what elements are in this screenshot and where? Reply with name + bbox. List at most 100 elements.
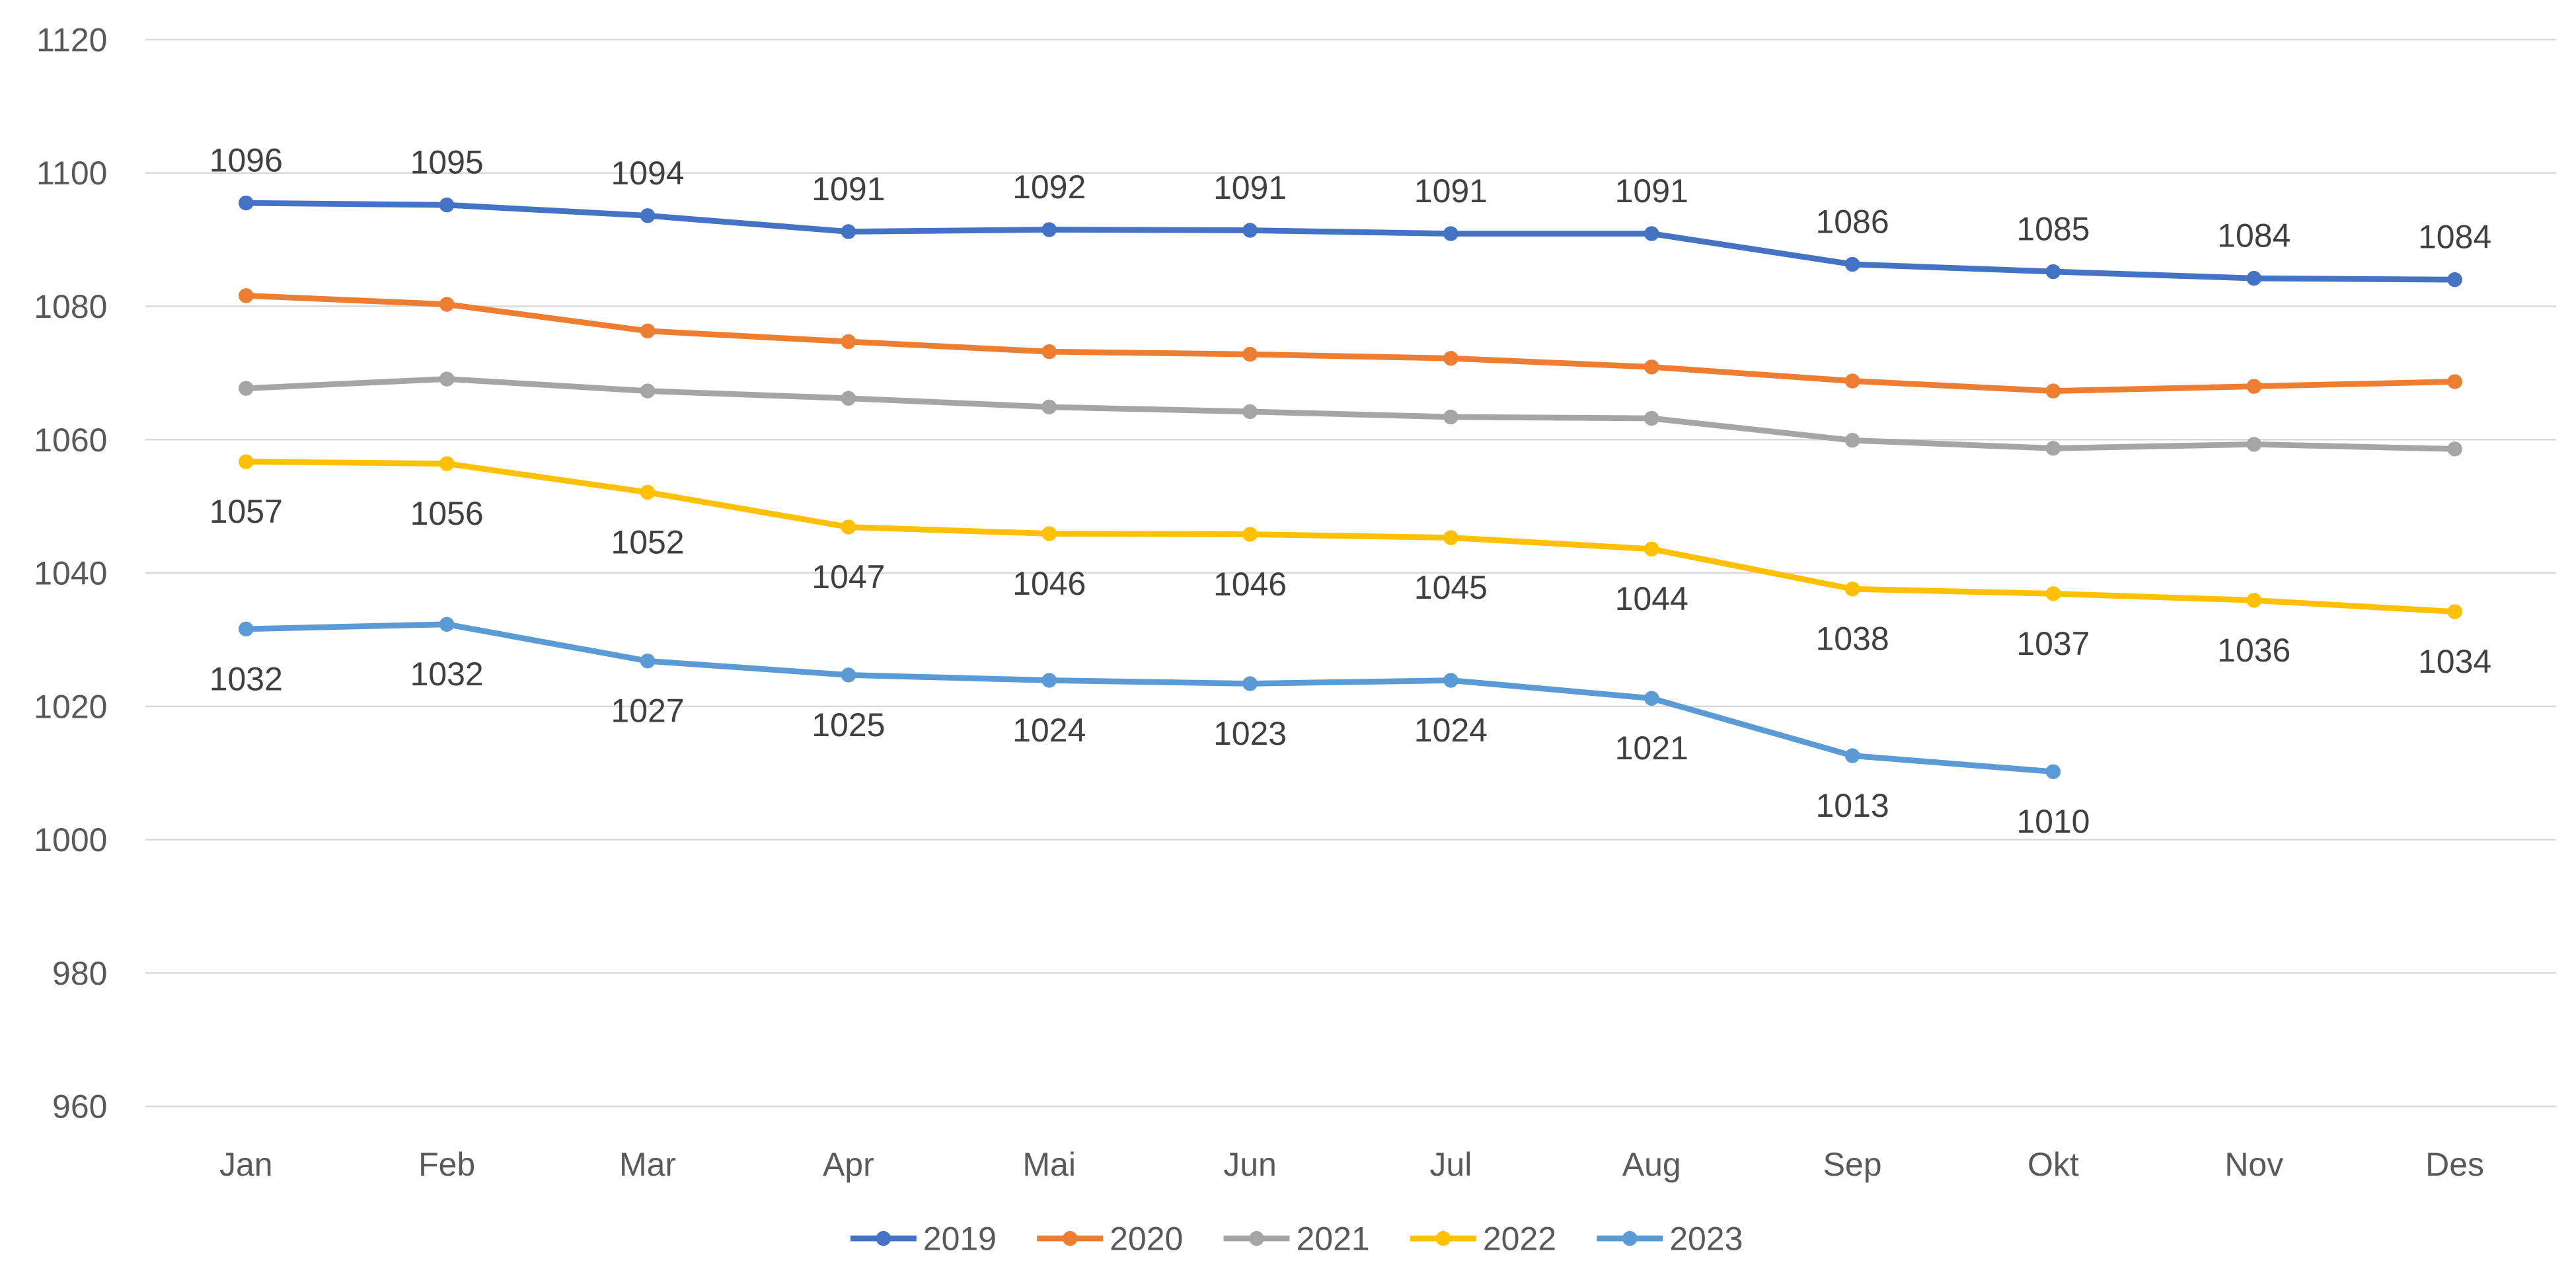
y-axis: 960 980 1000 1020 1040 1060 1080 1100 1120 bbox=[34, 21, 107, 1125]
data-point-2019 bbox=[2447, 272, 2462, 287]
legend-label: 2022 bbox=[1483, 1221, 1556, 1258]
data-label-2023: 1025 bbox=[812, 706, 885, 743]
x-tick-label: Mar bbox=[619, 1146, 676, 1183]
x-tick-label: Jan bbox=[219, 1146, 273, 1183]
data-point-2021 bbox=[1844, 433, 1860, 448]
data-label-2023: 1013 bbox=[1815, 787, 1889, 824]
data-point-2019 bbox=[1042, 222, 1057, 237]
data-label-2022: 1046 bbox=[1012, 565, 1086, 602]
data-point-2023 bbox=[439, 617, 455, 632]
series-line-2022 bbox=[246, 459, 2455, 615]
y-tick-label: 1060 bbox=[34, 422, 107, 459]
data-label-2023: 1032 bbox=[410, 656, 484, 693]
legend-label: 2021 bbox=[1296, 1221, 1369, 1258]
y-tick-label: 1000 bbox=[34, 821, 107, 858]
data-label-2019: 1086 bbox=[1815, 203, 1889, 240]
y-tick-label: 980 bbox=[52, 955, 107, 992]
data-point-2021 bbox=[640, 383, 656, 398]
data-point-2019 bbox=[1844, 256, 1860, 272]
data-point-2019 bbox=[1242, 223, 1258, 238]
data-label-2022: 1036 bbox=[2217, 632, 2291, 669]
data-label-2019: 1091 bbox=[1414, 172, 1488, 209]
y-tick-label: 1100 bbox=[36, 155, 107, 192]
y-tick-label: 1120 bbox=[36, 21, 107, 58]
data-point-2021 bbox=[1443, 409, 1458, 425]
data-point-2019 bbox=[439, 197, 455, 213]
x-tick-label: Feb bbox=[418, 1146, 475, 1183]
data-point-2019 bbox=[2045, 264, 2061, 280]
legend-marker-2021 bbox=[1249, 1231, 1264, 1246]
data-label-2019: 1084 bbox=[2217, 217, 2291, 254]
x-tick-label: Des bbox=[2425, 1146, 2484, 1183]
data-point-2020 bbox=[2246, 379, 2261, 394]
data-label-2022: 1046 bbox=[1213, 566, 1287, 603]
data-point-2021 bbox=[841, 391, 856, 406]
data-point-2021 bbox=[1644, 410, 1659, 426]
data-label-2019: 1085 bbox=[2016, 211, 2090, 248]
x-tick-label: Mai bbox=[1022, 1146, 1076, 1183]
legend-label: 2023 bbox=[1669, 1221, 1743, 1258]
gridlines bbox=[145, 38, 2557, 1108]
data-point-2022 bbox=[1042, 526, 1057, 541]
x-tick-label: Jun bbox=[1223, 1146, 1277, 1183]
data-point-2021 bbox=[1042, 399, 1057, 415]
data-point-2020 bbox=[2447, 374, 2462, 389]
data-label-2023: 1024 bbox=[1414, 712, 1488, 749]
data-point-2023 bbox=[640, 653, 656, 669]
data-point-2022 bbox=[2246, 593, 2261, 608]
data-label-2022: 1047 bbox=[812, 558, 885, 595]
data-label-2019: 1091 bbox=[812, 170, 885, 208]
data-point-2023 bbox=[2045, 764, 2061, 779]
data-label-2022: 1037 bbox=[2016, 625, 2090, 662]
data-point-2022 bbox=[640, 484, 656, 500]
legend-marker-2022 bbox=[1435, 1231, 1451, 1246]
data-label-2019: 1092 bbox=[1012, 169, 1086, 206]
data-label-2022: 1044 bbox=[1615, 580, 1688, 617]
data-label-2019: 1096 bbox=[209, 142, 283, 179]
data-point-2022 bbox=[2045, 586, 2061, 601]
data-point-2020 bbox=[2045, 383, 2061, 398]
data-label-2023: 1027 bbox=[611, 693, 684, 730]
data-label-2019: 1095 bbox=[410, 144, 484, 181]
series-line-2023 bbox=[246, 621, 2054, 775]
y-tick-label: 1040 bbox=[34, 555, 107, 592]
data-label-2023: 1021 bbox=[1615, 730, 1688, 767]
y-tick-label: 1080 bbox=[34, 288, 107, 325]
data-point-2019 bbox=[2246, 270, 2261, 286]
data-point-2019 bbox=[1644, 226, 1659, 241]
data-point-2019 bbox=[239, 195, 254, 211]
data-point-2020 bbox=[640, 323, 656, 339]
data-label-2023: 1024 bbox=[1012, 712, 1086, 749]
data-label-2022: 1056 bbox=[410, 495, 484, 532]
legend-label: 2019 bbox=[923, 1221, 997, 1258]
legend: 2019 2020 2021 2022 2023 bbox=[850, 1221, 1743, 1258]
series-line-2019 bbox=[246, 200, 2455, 283]
x-axis: Jan Feb Mar Apr Mai Jun Jul Aug Sep Okt Nov Des bbox=[219, 1146, 2484, 1183]
x-tick-label: Apr bbox=[823, 1146, 874, 1183]
data-point-2023 bbox=[1443, 673, 1458, 688]
data-point-2020 bbox=[1242, 346, 1258, 362]
data-point-2021 bbox=[2045, 441, 2061, 456]
data-point-2022 bbox=[1644, 541, 1659, 556]
x-tick-label: Sep bbox=[1823, 1146, 1882, 1183]
x-tick-label: Aug bbox=[1622, 1146, 1681, 1183]
data-point-2023 bbox=[1844, 748, 1860, 763]
data-label-2023: 1032 bbox=[209, 660, 283, 697]
data-label-2022: 1057 bbox=[209, 493, 283, 530]
x-tick-label: Okt bbox=[2027, 1146, 2079, 1183]
data-point-2020 bbox=[239, 288, 254, 303]
data-point-2021 bbox=[439, 371, 455, 387]
data-label-2022: 1045 bbox=[1414, 569, 1488, 606]
legend-label: 2020 bbox=[1110, 1221, 1183, 1258]
data-point-2021 bbox=[1242, 404, 1258, 420]
data-point-2020 bbox=[439, 297, 455, 312]
data-labels: 1096 1095 1094 1091 1092 1091 1091 1091 1086 1085… bbox=[209, 142, 2491, 840]
legend-marker-2019 bbox=[876, 1231, 891, 1246]
data-label-2022: 1038 bbox=[1815, 621, 1889, 658]
data-point-2020 bbox=[841, 334, 856, 350]
data-point-2019 bbox=[640, 208, 656, 223]
data-point-2021 bbox=[239, 381, 254, 396]
data-label-2019: 1091 bbox=[1615, 172, 1688, 209]
y-tick-label: 1020 bbox=[34, 688, 107, 725]
